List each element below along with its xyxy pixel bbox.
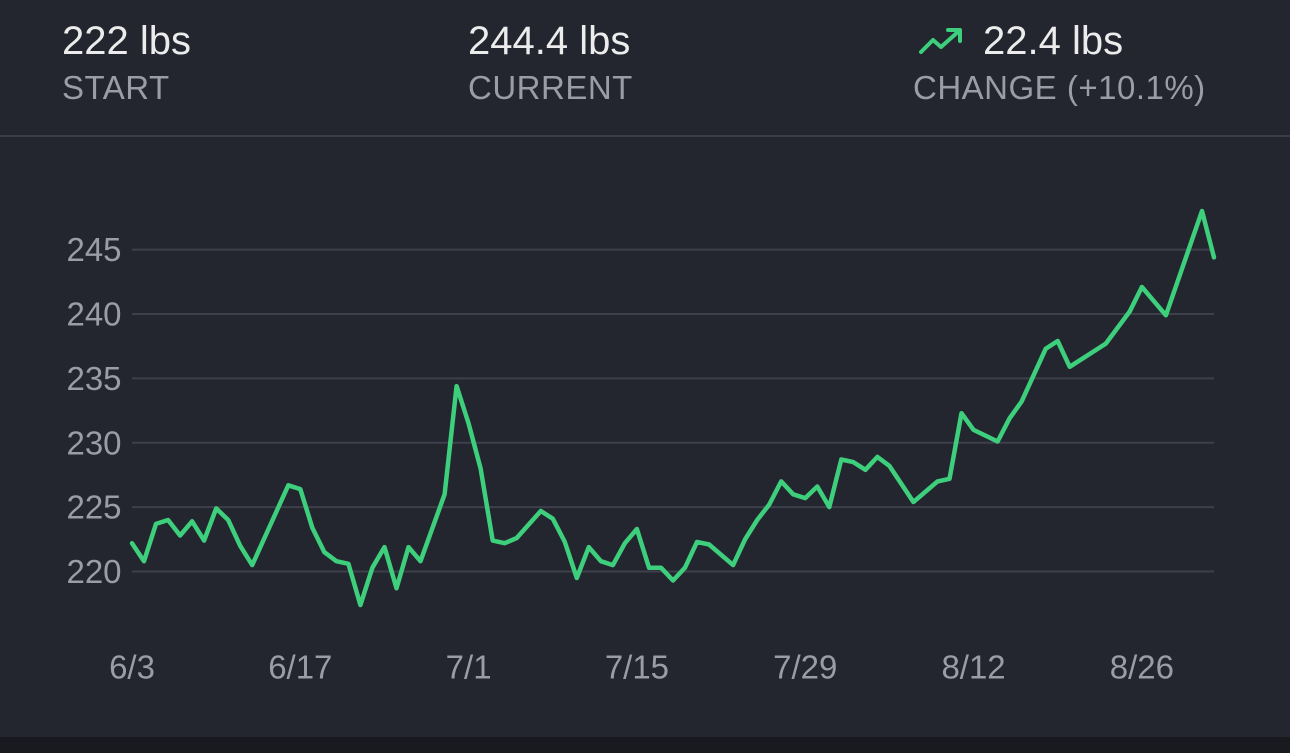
x-tick-label: 8/26 <box>1110 649 1174 686</box>
change-value-row: 22.4 lbs <box>913 18 1206 64</box>
weight-chart: 220 225 230 235 240 245 6/3 6/17 7/1 7/15 7/29 8/1… <box>66 208 1217 686</box>
x-tick-label: 7/1 <box>446 649 492 686</box>
grid-lines <box>132 248 1214 573</box>
y-axis-ticks: 220 225 230 235 240 245 <box>66 231 121 590</box>
x-tick-label: 7/15 <box>605 649 669 686</box>
y-tick-label: 240 <box>66 296 121 333</box>
x-tick-label: 6/3 <box>109 649 155 686</box>
stat-change: 22.4 lbs CHANGE (+10.1%) <box>913 18 1206 108</box>
footer-bar <box>0 737 1290 753</box>
stat-start: 222 lbs START <box>62 18 191 108</box>
start-value: 222 lbs <box>62 19 191 63</box>
trending-up-icon <box>919 28 962 54</box>
y-tick-label: 225 <box>66 489 121 526</box>
current-value: 244.4 lbs <box>468 19 631 63</box>
x-tick-label: 8/12 <box>941 649 1005 686</box>
start-label: START <box>62 69 170 106</box>
series-line <box>129 208 1217 608</box>
change-value: 22.4 lbs <box>983 19 1124 63</box>
x-tick-label: 6/17 <box>268 649 332 686</box>
stats-header: 222 lbs START 244.4 lbs CURRENT 22.4 lbs… <box>0 0 1290 137</box>
change-label: CHANGE (+10.1%) <box>913 69 1206 106</box>
y-tick-label: 220 <box>66 553 121 590</box>
current-label: CURRENT <box>468 69 633 106</box>
x-axis-ticks: 6/3 6/17 7/1 7/15 7/29 8/12 8/26 <box>109 649 1174 686</box>
x-tick-label: 7/29 <box>773 649 837 686</box>
y-tick-label: 245 <box>66 231 121 268</box>
y-tick-label: 235 <box>66 360 121 397</box>
stat-current: 244.4 lbs CURRENT <box>468 18 633 108</box>
y-tick-label: 230 <box>66 424 121 461</box>
